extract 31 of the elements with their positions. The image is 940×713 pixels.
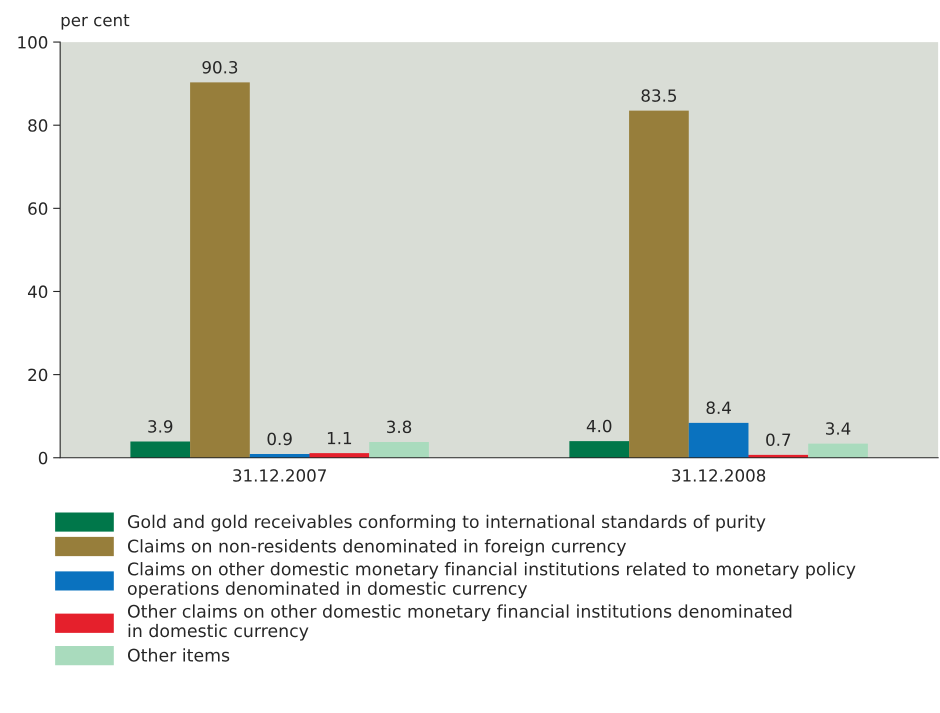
legend-label: Claims on non-residents denominated in foreign currency: [128, 539, 626, 556]
y-tick-label: 60: [28, 202, 48, 215]
data-label: 0.7: [766, 433, 790, 446]
y-tick-label: 20: [28, 368, 48, 382]
legend-label: Gold and gold receivables conforming to international standards of purity: [128, 514, 766, 532]
data-label: 90.3: [202, 60, 238, 74]
y-tick-label: 80: [28, 119, 48, 132]
bar: [629, 110, 689, 458]
data-label: 3.4: [826, 422, 850, 435]
y-axis-title: per cent: [62, 14, 130, 30]
legend-label: Claims on other domestic monetary financial institutions related to monetary policy operations denominated in domestic currency: [128, 562, 856, 598]
data-label: 3.8: [387, 420, 412, 434]
y-tick-label: 40: [28, 285, 48, 298]
data-label: 83.5: [642, 89, 676, 102]
legend-label: Other items: [128, 648, 230, 662]
bar: [808, 444, 868, 458]
legend-label: Other claims on other domestic monetary financial institutions denominated in domestic currency: [128, 604, 792, 641]
data-label: 0.9: [267, 432, 292, 446]
bar: [369, 442, 429, 458]
data-label: 3.9: [148, 420, 172, 433]
data-label: 1.1: [328, 432, 352, 444]
y-tick-label: 0: [38, 452, 48, 464]
data-label: 8.4: [706, 401, 731, 414]
bar: [190, 82, 250, 458]
x-tick-label: 31.12.2007: [233, 469, 326, 482]
bar: [569, 441, 630, 458]
y-tick-label: 100: [18, 36, 48, 49]
data-label: 4.0: [586, 420, 612, 432]
x-tick-label: 31.12.2008: [672, 469, 766, 482]
bar: [130, 442, 190, 458]
bar: [688, 422, 748, 458]
